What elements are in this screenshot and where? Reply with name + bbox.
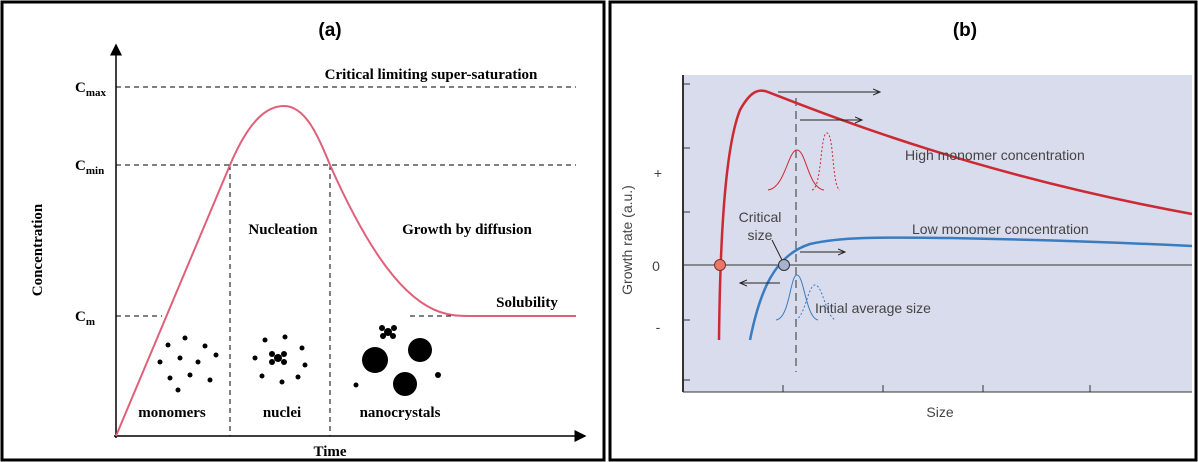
figure: (a) Critical limiting super-saturation C… — [0, 0, 1198, 462]
supersaturation-label: Critical limiting super-saturation — [325, 67, 538, 83]
solubility-label: Solubility — [496, 295, 558, 311]
x-axis-label: Time — [313, 444, 346, 460]
low-label: Low monomer concentration — [912, 221, 1089, 237]
panel-b: (b) High monomer concentration Low monom… — [610, 2, 1196, 460]
y-sign: 0 — [652, 258, 660, 274]
x-axis-label: Size — [926, 404, 953, 420]
y-sign: - — [656, 319, 661, 335]
panel-label: (b) — [953, 20, 977, 41]
y-axis-label: Concentration — [30, 203, 46, 296]
initial-size-label: Initial average size — [815, 300, 931, 316]
stage-label: nanocrystals — [360, 405, 441, 421]
nucleation-label: Nucleation — [248, 222, 318, 238]
stage-label: monomers — [138, 405, 206, 421]
panel-label: (a) — [318, 20, 341, 41]
high-label: High monomer concentration — [905, 147, 1085, 163]
growth-label: Growth by diffusion — [402, 222, 532, 238]
y-sign: + — [654, 165, 662, 181]
stage-label: nuclei — [263, 405, 301, 421]
critical-label: size — [748, 227, 773, 243]
critical-label: Critical — [739, 209, 782, 225]
y-axis-label: Growth rate (a.u.) — [619, 185, 635, 295]
critical-point — [715, 260, 726, 271]
panel-a: (a) Critical limiting super-saturation C… — [2, 2, 604, 460]
critical-point — [779, 260, 790, 271]
